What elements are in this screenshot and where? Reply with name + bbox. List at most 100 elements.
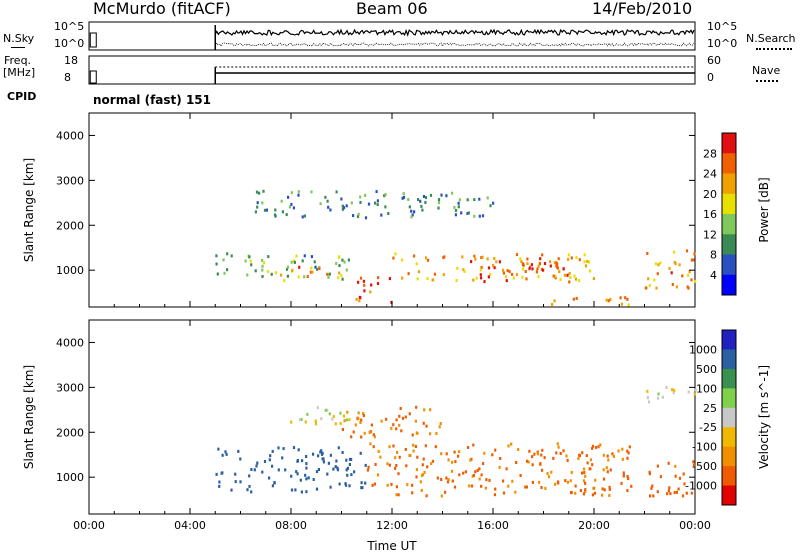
echo-cell bbox=[281, 456, 284, 460]
echo-cell bbox=[261, 264, 264, 268]
echo-cell bbox=[647, 400, 651, 404]
echo-cell bbox=[617, 449, 620, 453]
echo-cell bbox=[574, 484, 577, 488]
echo-cell bbox=[360, 481, 363, 485]
echo-cell bbox=[443, 255, 446, 259]
echo-cell bbox=[574, 277, 578, 281]
freq-label: Freq. bbox=[4, 54, 32, 67]
echo-cell bbox=[606, 470, 609, 474]
echo-cell bbox=[431, 278, 434, 282]
echo-cell bbox=[473, 214, 476, 218]
echo-cell bbox=[588, 467, 591, 471]
echo-cell bbox=[686, 273, 690, 277]
power-data-layer bbox=[215, 189, 697, 307]
echo-cell bbox=[437, 206, 440, 210]
echo-cell bbox=[354, 423, 357, 427]
echo-cell bbox=[421, 463, 424, 467]
x-tick-label: 20:00 bbox=[578, 519, 610, 532]
echo-cell bbox=[305, 455, 308, 458]
echo-cell bbox=[673, 250, 676, 254]
echo-cell bbox=[584, 490, 587, 493]
echo-cell bbox=[584, 264, 588, 268]
echo-cell bbox=[375, 190, 378, 194]
echo-cell bbox=[266, 270, 270, 274]
echo-cell bbox=[466, 198, 469, 202]
echo-cell bbox=[296, 472, 299, 476]
echo-cell bbox=[591, 463, 594, 467]
x-tick-label: 00:00 bbox=[73, 519, 105, 532]
y-tick-label: 1000 bbox=[56, 471, 84, 484]
echo-cell bbox=[473, 254, 476, 258]
echo-cell bbox=[440, 478, 443, 481]
echo-cell bbox=[611, 452, 614, 456]
echo-cell bbox=[556, 442, 559, 446]
echo-cell bbox=[543, 262, 547, 265]
echo-cell bbox=[567, 253, 570, 257]
echo-cell bbox=[499, 457, 502, 460]
freq-tick-high: 18 bbox=[64, 54, 78, 67]
echo-cell bbox=[429, 408, 432, 412]
echo-cell bbox=[415, 405, 418, 409]
echo-cell bbox=[297, 448, 300, 452]
echo-cell bbox=[222, 258, 225, 262]
echo-cell bbox=[555, 451, 558, 455]
echo-cell bbox=[423, 408, 426, 412]
echo-cell bbox=[338, 482, 341, 486]
echo-cell bbox=[291, 268, 294, 272]
echo-cell bbox=[300, 490, 303, 494]
echo-cell bbox=[422, 195, 426, 198]
colorbar-tick-label: 4 bbox=[710, 269, 717, 282]
echo-cell bbox=[304, 473, 307, 477]
echo-cell bbox=[320, 452, 324, 456]
echo-cell bbox=[526, 262, 529, 266]
echo-cell bbox=[686, 285, 689, 289]
echo-cell bbox=[589, 458, 592, 462]
velocity-colorbar-label: Velocity [m s^-1] bbox=[757, 365, 771, 469]
echo-cell bbox=[666, 492, 669, 496]
echo-cell bbox=[568, 280, 571, 284]
echo-cell bbox=[420, 204, 423, 208]
echo-cell bbox=[511, 272, 514, 276]
echo-cell bbox=[327, 461, 330, 465]
echo-cell bbox=[512, 276, 515, 280]
echo-cell bbox=[582, 492, 585, 496]
echo-cell bbox=[334, 465, 337, 469]
echo-cell bbox=[541, 448, 544, 452]
echo-cell bbox=[331, 417, 334, 421]
echo-cell bbox=[492, 263, 495, 267]
echo-cell bbox=[627, 303, 630, 307]
nsearch-trace bbox=[214, 42, 695, 47]
echo-cell bbox=[548, 475, 551, 479]
echo-cell bbox=[303, 275, 306, 279]
echo-cell bbox=[411, 213, 414, 217]
colorbar-segment bbox=[722, 427, 736, 448]
echo-cell bbox=[626, 456, 629, 460]
echo-cell bbox=[557, 257, 560, 261]
colorbar-frame bbox=[721, 329, 737, 506]
echo-cell bbox=[348, 418, 351, 422]
echo-cell bbox=[554, 274, 557, 278]
echo-cell bbox=[314, 422, 318, 426]
echo-cell bbox=[570, 470, 573, 474]
echo-cell bbox=[692, 258, 695, 262]
echo-cell bbox=[359, 451, 362, 455]
echo-cell bbox=[479, 268, 482, 272]
echo-cell bbox=[537, 275, 540, 278]
echo-cell bbox=[549, 260, 552, 264]
echo-cell bbox=[369, 290, 372, 294]
echo-cell bbox=[425, 424, 428, 428]
nave-legend-dots bbox=[756, 80, 778, 82]
echo-cell bbox=[533, 452, 536, 456]
echo-cell bbox=[622, 474, 625, 478]
echo-cell bbox=[218, 484, 221, 488]
echo-cell bbox=[314, 419, 317, 423]
echo-cell bbox=[460, 211, 463, 215]
echo-cell bbox=[394, 466, 397, 470]
echo-cell bbox=[472, 443, 475, 447]
echo-cell bbox=[531, 480, 534, 484]
echo-cell bbox=[462, 268, 465, 272]
echo-cell bbox=[415, 468, 418, 472]
echo-cell bbox=[429, 193, 433, 197]
echo-cell bbox=[404, 448, 407, 451]
echo-cell bbox=[586, 260, 589, 263]
